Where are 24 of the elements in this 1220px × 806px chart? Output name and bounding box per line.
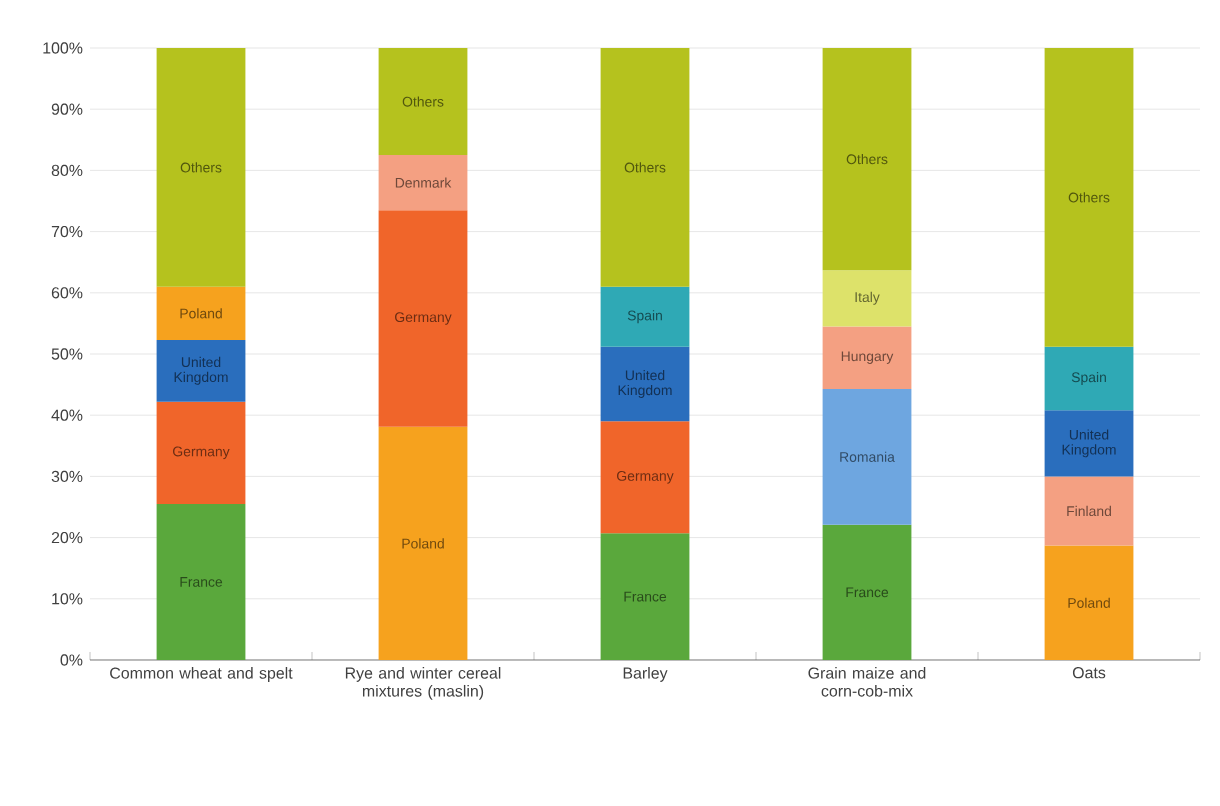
bar: [378, 155, 468, 211]
bar: [378, 210, 468, 427]
bar: [1044, 476, 1134, 546]
bar: [600, 421, 690, 534]
bar: [822, 270, 912, 327]
bar: [822, 326, 912, 389]
bar: [1044, 545, 1134, 660]
bar: [156, 401, 246, 504]
bar: [1044, 410, 1134, 477]
bar: [156, 286, 246, 340]
bar: [822, 388, 912, 525]
bar: [156, 47, 246, 287]
bar: [822, 524, 912, 660]
bar: [600, 346, 690, 422]
bar: [378, 47, 468, 156]
bar: [378, 426, 468, 660]
bar: [1044, 47, 1134, 347]
bar: [600, 533, 690, 660]
bar: [1044, 346, 1134, 411]
bar: [822, 47, 912, 271]
bar: [156, 339, 246, 402]
bar: [600, 47, 690, 287]
bar: [156, 503, 246, 660]
bar: [600, 286, 690, 347]
